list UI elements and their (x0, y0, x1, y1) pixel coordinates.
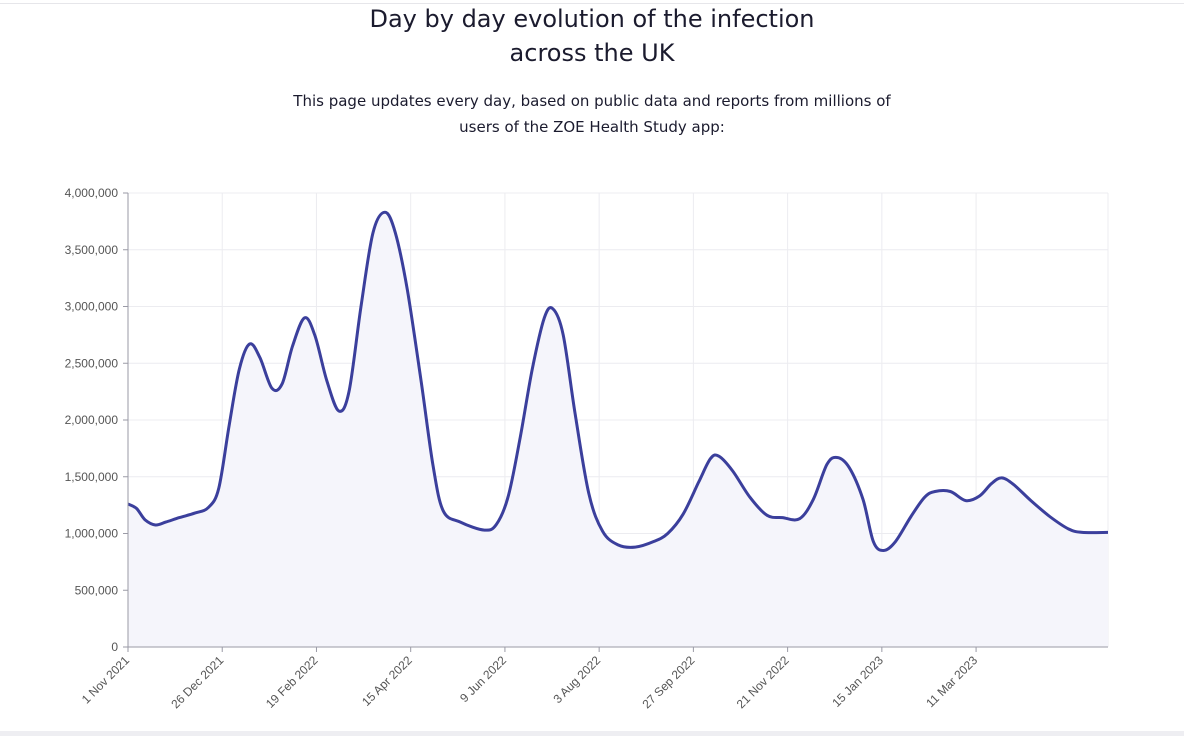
bottom-divider (0, 731, 1184, 736)
y-tick-label: 2,500,000 (65, 356, 119, 370)
y-tick-label: 3,500,000 (65, 243, 119, 257)
x-tick-label: 15 Apr 2022 (359, 653, 415, 709)
chart-area-layer (127, 210, 1109, 648)
series-area-fill (128, 212, 1108, 648)
top-divider (0, 3, 1184, 4)
y-tick-label: 4,000,000 (65, 186, 119, 200)
page-title: Day by day evolution of the infection ac… (369, 5, 815, 67)
page-subtitle: This page updates every day, based on pu… (293, 92, 891, 136)
y-tick-label: 0 (111, 640, 118, 654)
x-tick-label: 27 Sep 2022 (639, 653, 697, 711)
y-tick-label: 1,000,000 (65, 527, 119, 541)
x-tick-label: 15 Jan 2023 (829, 653, 886, 710)
x-tick-label: 11 Mar 2023 (923, 653, 980, 710)
x-tick-label: 21 Nov 2022 (734, 653, 792, 711)
series-line (127, 210, 1109, 552)
y-tick-label: 3,000,000 (65, 300, 119, 314)
x-tick-label: 3 Aug 2022 (550, 653, 603, 706)
x-tick-label: 9 Jun 2022 (457, 653, 509, 705)
x-axis-ticks: 1 Nov 2021 26 Dec 2021 19 Feb 2022 15 Apr 2… (79, 647, 980, 711)
x-tick-label: 1 Nov 2021 (79, 653, 133, 707)
x-tick-label: 26 Dec 2021 (168, 653, 226, 711)
y-tick-label: 500,000 (75, 583, 119, 597)
y-tick-label: 1,500,000 (65, 470, 119, 484)
y-axis-ticks: 0 500,000 1,000,000 1,500,000 2,000,000 2,500… (65, 186, 128, 654)
y-tick-label: 2,000,000 (65, 413, 119, 427)
x-tick-label: 19 Feb 2022 (263, 653, 321, 711)
